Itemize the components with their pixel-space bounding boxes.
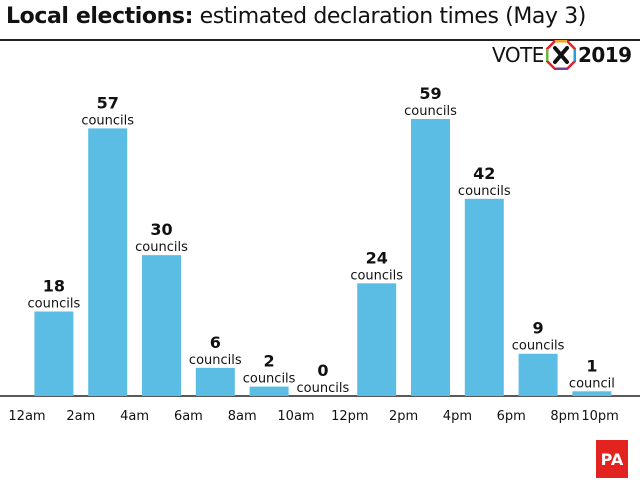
bar-unit-label: councils: [135, 240, 188, 255]
bar: [195, 367, 235, 396]
ballot-x-icon: [545, 40, 576, 70]
x-tick-label: 6pm: [497, 409, 526, 424]
bar-value-label: 42: [473, 164, 495, 183]
bar: [572, 391, 612, 396]
x-tick-label: 4pm: [443, 409, 472, 424]
title-rule: [0, 39, 640, 41]
logo-year: 2019: [577, 43, 632, 67]
x-tick-label: 8pm: [550, 409, 579, 424]
bar-value-label: 9: [533, 319, 544, 338]
bar: [411, 119, 450, 396]
bar-unit-label: councils: [189, 353, 242, 368]
bar-value-label: 18: [43, 276, 65, 295]
bar-unit-label: councils: [512, 339, 565, 354]
bar-value-label: 6: [210, 333, 221, 352]
bar-unit-label: councils: [243, 372, 296, 387]
bar-value-label: 2: [264, 352, 275, 371]
x-tick-label: 4am: [120, 409, 149, 424]
bar: [34, 311, 74, 396]
vote-2019-logo: VOTE 2019: [492, 39, 632, 71]
bar: [142, 255, 181, 396]
x-tick-label: 2am: [66, 409, 95, 424]
bar-unit-label: councils: [28, 296, 81, 311]
bar-unit-label: councils: [81, 113, 134, 128]
x-tick-label: 6am: [174, 409, 203, 424]
x-tick-label: 10pm: [581, 409, 618, 424]
title-rest: estimated declaration times (May 3): [192, 4, 587, 29]
title-bold: Local elections:: [6, 4, 193, 29]
bar-value-label: 30: [150, 220, 172, 239]
bar-unit-label: councils: [297, 381, 350, 396]
bar: [518, 353, 558, 396]
x-tick-label: 8am: [228, 409, 257, 424]
bar-value-label: 59: [419, 84, 441, 103]
bar: [357, 283, 397, 396]
logo-word: VOTE: [492, 43, 544, 67]
bar: [464, 198, 504, 396]
bar: [249, 386, 289, 396]
bar-unit-label: councils: [350, 268, 403, 283]
bar-unit-label: councils: [404, 104, 457, 119]
x-tick-label: 12pm: [331, 409, 368, 424]
bar-value-label: 24: [366, 248, 388, 267]
x-tick-label: 10am: [277, 409, 314, 424]
x-tick-label: 12am: [8, 409, 45, 424]
chart-title: Local elections: estimated declaration t…: [6, 4, 586, 29]
bar-unit-label: council: [569, 376, 615, 391]
bar-value-label: 0: [317, 361, 328, 380]
x-tick-label: 2pm: [389, 409, 418, 424]
bar: [88, 128, 128, 396]
pa-logo: PA: [596, 440, 628, 478]
bar-unit-label: councils: [458, 184, 511, 199]
bar-value-label: 57: [97, 93, 119, 112]
bar-value-label: 1: [586, 356, 597, 375]
